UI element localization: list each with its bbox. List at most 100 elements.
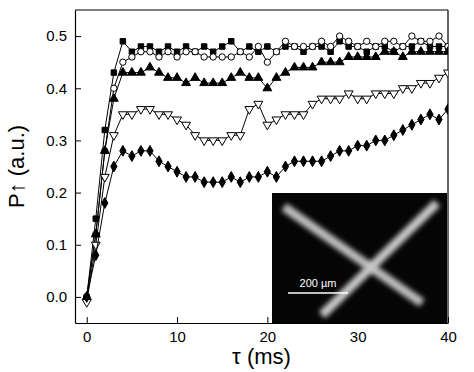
x-tick-label: 40 — [440, 328, 457, 345]
marker — [291, 156, 297, 167]
marker — [228, 54, 234, 60]
marker — [173, 73, 182, 81]
marker — [398, 52, 407, 60]
y-tick-mark — [75, 36, 81, 37]
series-group — [82, 33, 448, 307]
marker — [192, 49, 198, 55]
x-axis-title: τ (ms) — [232, 344, 291, 369]
marker — [445, 104, 448, 115]
plot: 200 µm0102030400.00.10.20.30.40.5 — [46, 10, 457, 345]
scale-bar — [288, 292, 348, 294]
marker — [136, 107, 145, 115]
marker — [407, 47, 416, 55]
x-tick: 30 — [350, 317, 367, 345]
marker — [183, 172, 189, 183]
marker — [427, 109, 433, 120]
marker — [102, 198, 108, 209]
marker — [382, 38, 388, 44]
x-tick: 20 — [260, 317, 277, 345]
marker — [218, 78, 227, 86]
marker — [418, 38, 424, 44]
marker — [147, 145, 153, 156]
x-tick-mark — [177, 317, 178, 323]
marker — [263, 122, 272, 130]
marker — [409, 119, 415, 130]
marker — [146, 62, 155, 70]
x-axis: 010203040 — [76, 317, 457, 345]
marker — [182, 78, 191, 86]
marker — [436, 114, 442, 125]
marker — [218, 138, 227, 146]
marker — [398, 86, 407, 94]
marker — [281, 112, 290, 120]
marker — [371, 91, 380, 99]
series-line — [87, 109, 448, 297]
y-tick: 0.4 — [46, 80, 81, 97]
inset-background — [272, 193, 447, 323]
marker — [336, 145, 342, 156]
marker — [299, 112, 308, 120]
marker — [210, 54, 216, 60]
marker — [155, 112, 164, 120]
marker — [229, 39, 234, 44]
marker — [192, 49, 197, 54]
marker — [146, 107, 155, 115]
marker — [120, 39, 125, 44]
marker — [272, 73, 281, 81]
marker — [136, 67, 145, 75]
marker — [120, 145, 126, 156]
marker — [192, 172, 198, 183]
marker — [118, 67, 127, 75]
marker — [238, 49, 243, 54]
marker — [201, 54, 207, 60]
marker — [236, 67, 245, 75]
marker — [391, 130, 397, 141]
marker — [436, 33, 442, 39]
marker — [118, 112, 127, 120]
marker — [444, 47, 448, 55]
x-tick-mark — [358, 317, 359, 323]
marker — [227, 73, 236, 81]
inset-image: 200 µm — [272, 193, 447, 323]
y-tick-label: 0.0 — [46, 288, 67, 305]
x-tick: 10 — [169, 317, 186, 345]
y-axis: 0.00.10.20.30.40.5 — [46, 11, 81, 324]
marker — [109, 94, 118, 102]
marker — [380, 91, 389, 99]
marker — [120, 59, 126, 65]
marker — [164, 73, 173, 81]
marker — [300, 43, 306, 49]
marker — [201, 44, 206, 49]
marker — [165, 161, 171, 172]
marker — [291, 43, 297, 49]
marker — [219, 177, 225, 188]
marker — [382, 135, 388, 146]
series-line — [87, 36, 448, 297]
marker — [273, 172, 279, 183]
series — [82, 70, 448, 307]
marker — [426, 47, 435, 55]
y-tick-label: 0.1 — [46, 236, 67, 253]
y-tick: 0.0 — [46, 288, 81, 305]
marker — [165, 49, 171, 55]
marker — [156, 54, 162, 60]
marker — [389, 47, 398, 55]
marker — [227, 133, 236, 141]
marker — [409, 33, 415, 39]
marker — [400, 44, 405, 49]
marker — [129, 54, 135, 60]
marker — [237, 177, 243, 188]
annotation: 200 µm — [300, 277, 337, 289]
x-tick-label: 10 — [169, 328, 186, 345]
frame — [75, 9, 448, 10]
marker — [435, 75, 444, 83]
marker — [174, 54, 180, 60]
marker — [219, 44, 224, 49]
marker — [84, 291, 90, 302]
marker — [426, 80, 435, 88]
marker — [364, 140, 370, 151]
marker — [93, 250, 99, 261]
y-tick: 0.5 — [46, 27, 81, 44]
marker — [246, 172, 252, 183]
marker — [174, 166, 180, 177]
